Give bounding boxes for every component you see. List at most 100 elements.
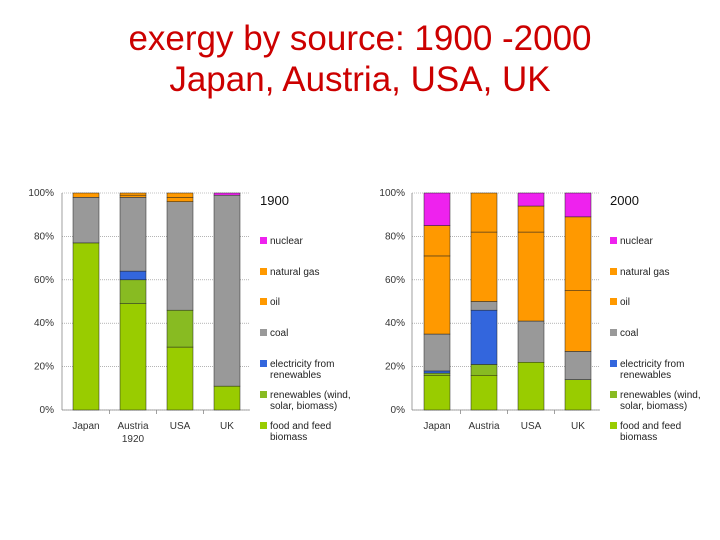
bar-segment bbox=[72, 242, 100, 411]
bar-segment bbox=[517, 231, 545, 322]
y-tick-label: 80% bbox=[34, 231, 54, 242]
legend-label: biomass bbox=[620, 432, 657, 443]
legend-swatch bbox=[260, 268, 267, 275]
bar-segment bbox=[564, 192, 592, 218]
bar-segment bbox=[423, 255, 451, 335]
bar-segment bbox=[119, 194, 147, 198]
legend-label: solar, biomass) bbox=[620, 401, 687, 412]
slide-title: exergy by source: 1900 -2000 Japan, Aust… bbox=[0, 18, 720, 100]
legend-label: oil bbox=[270, 297, 280, 308]
legend-swatch bbox=[260, 391, 267, 398]
bar-segment bbox=[166, 201, 194, 311]
bar-segment bbox=[423, 192, 451, 226]
legend-swatch bbox=[260, 329, 267, 336]
x-tick-label: UK bbox=[571, 421, 585, 432]
legend-label: solar, biomass) bbox=[270, 401, 337, 412]
y-tick-label: 0% bbox=[391, 405, 406, 416]
bar-segment bbox=[166, 192, 194, 198]
bar-segment bbox=[517, 205, 545, 233]
chart-1900: 0% 20% 40% 60% 80% 100% Japan Austria 1920 USA UK 1… bbox=[28, 188, 350, 445]
bar-segment bbox=[517, 362, 545, 411]
chart-title: 2000 bbox=[610, 193, 639, 208]
slide-title-line2: Japan, Austria, USA, UK bbox=[169, 60, 551, 99]
legend-label: natural gas bbox=[620, 267, 669, 278]
x-tick-sublabel: 1920 bbox=[122, 434, 145, 445]
bar-segment bbox=[166, 346, 194, 411]
bar-segment bbox=[470, 375, 498, 411]
legend-label: renewables bbox=[620, 370, 671, 381]
legend-swatch bbox=[260, 298, 267, 305]
legend-swatch bbox=[610, 391, 617, 398]
bar-segment bbox=[470, 301, 498, 311]
bar-segment bbox=[564, 379, 592, 411]
x-tick-label: Japan bbox=[423, 421, 450, 432]
legend-label: nuclear bbox=[620, 236, 653, 247]
y-tick-label: 20% bbox=[34, 362, 54, 373]
legend-label: renewables (wind, bbox=[270, 390, 351, 401]
legend-label: oil bbox=[620, 297, 630, 308]
legend-label: nuclear bbox=[270, 236, 303, 247]
legend-swatch bbox=[610, 360, 617, 367]
y-tick-label: 20% bbox=[385, 362, 405, 373]
chart-2000: 0% 20% 40% 60% 80% 100% Japan Austria USA UK 2000 n… bbox=[379, 188, 700, 443]
legend-label: biomass bbox=[270, 432, 307, 443]
legend-label: coal bbox=[270, 328, 288, 339]
bar-segment bbox=[564, 290, 592, 352]
bar-segment bbox=[119, 270, 147, 281]
bar-segment bbox=[470, 231, 498, 302]
bar-segment bbox=[517, 192, 545, 207]
legend-label: coal bbox=[620, 328, 638, 339]
legend-label: renewables (wind, bbox=[620, 390, 701, 401]
bar-segment bbox=[119, 303, 147, 411]
bar-segment bbox=[564, 351, 592, 380]
legend-swatch bbox=[260, 237, 267, 244]
legend-label: food and feed bbox=[620, 421, 681, 432]
bar-segment bbox=[213, 192, 241, 196]
bar-segment bbox=[119, 197, 147, 272]
x-tick-label: UK bbox=[220, 421, 234, 432]
legend-label: food and feed bbox=[270, 421, 331, 432]
bar-segment bbox=[423, 370, 451, 374]
legend-swatch bbox=[260, 422, 267, 429]
bar-segment bbox=[72, 192, 100, 198]
bar-segment bbox=[213, 194, 241, 387]
bar-segment bbox=[470, 364, 498, 376]
bar-segment bbox=[72, 197, 100, 244]
legend-swatch bbox=[260, 360, 267, 367]
y-tick-label: 60% bbox=[34, 275, 54, 286]
bar-segment bbox=[213, 385, 241, 411]
legend-label: renewables bbox=[270, 370, 321, 381]
bar-segment bbox=[423, 333, 451, 372]
bar-segment bbox=[470, 309, 498, 365]
bar-segment bbox=[119, 279, 147, 304]
y-tick-label: 80% bbox=[385, 231, 405, 242]
y-tick-label: 60% bbox=[385, 275, 405, 286]
legend-swatch bbox=[610, 422, 617, 429]
legend-swatch bbox=[610, 268, 617, 275]
x-tick-label: Japan bbox=[72, 421, 99, 432]
bar-segment bbox=[119, 192, 147, 196]
x-tick-label: USA bbox=[170, 421, 191, 432]
bar-segment bbox=[423, 375, 451, 411]
bar-segment bbox=[166, 309, 194, 348]
legend-label: electricity from bbox=[270, 359, 334, 370]
legend-label: natural gas bbox=[270, 267, 319, 278]
bar-segment bbox=[517, 320, 545, 363]
bar-segment bbox=[423, 372, 451, 376]
legend-swatch bbox=[610, 298, 617, 305]
bar-segment bbox=[423, 225, 451, 257]
y-tick-label: 100% bbox=[28, 188, 54, 199]
legend-label: electricity from bbox=[620, 359, 684, 370]
y-tick-label: 40% bbox=[385, 318, 405, 329]
legend-swatch bbox=[610, 329, 617, 336]
bar-segment bbox=[564, 216, 592, 291]
legend-swatch bbox=[610, 237, 617, 244]
x-tick-label: Austria bbox=[117, 421, 149, 432]
y-tick-label: 40% bbox=[34, 318, 54, 329]
y-tick-label: 100% bbox=[379, 188, 405, 199]
x-tick-label: USA bbox=[521, 421, 542, 432]
bar-segment bbox=[470, 192, 498, 233]
chart-title: 1900 bbox=[260, 193, 289, 208]
y-tick-label: 0% bbox=[40, 405, 55, 416]
